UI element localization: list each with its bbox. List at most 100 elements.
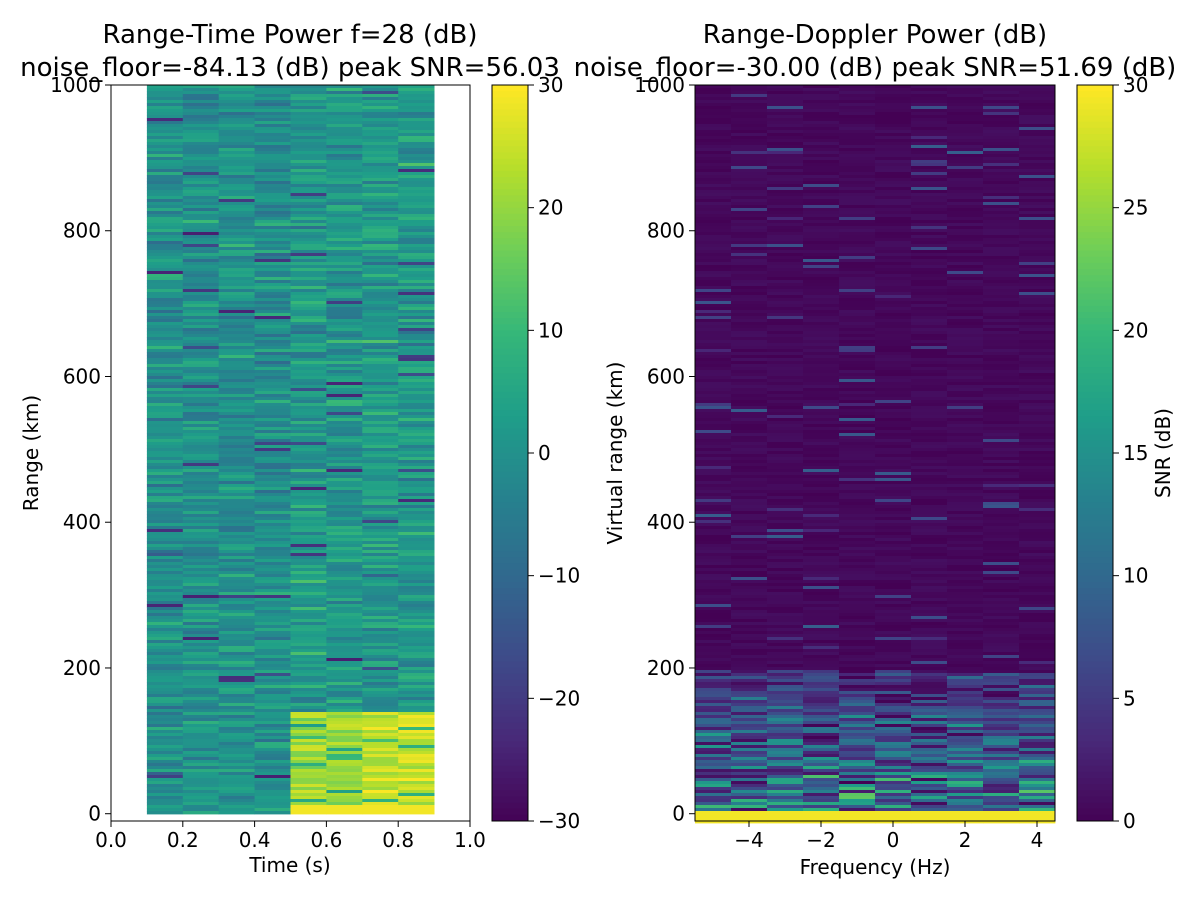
range-doppler-cell [695,199,732,203]
range-time-cell [254,142,291,146]
range-time-cell [362,730,399,734]
range-doppler-cell [875,424,912,428]
range-doppler-cell [911,391,948,395]
range-doppler-cell [911,607,948,611]
range-time-cell [362,130,399,134]
range-time-cell [398,340,435,344]
range-doppler-cell [875,223,912,227]
range-time-cell [326,124,363,128]
range-time-cell [362,469,399,473]
range-time-cell [290,661,327,665]
range-doppler-cell [767,172,804,176]
range-doppler-cell [839,367,876,371]
range-doppler-cell [983,97,1020,101]
range-doppler-cell [767,193,804,197]
range-doppler-cell [911,157,948,161]
range-time-cell [398,421,435,425]
range-time-cell [182,154,220,158]
range-doppler-cell [911,616,948,620]
range-doppler-cell [983,88,1020,92]
range-time-cell [254,595,291,599]
range-time-cell [218,220,255,224]
range-time-cell [146,754,184,758]
range-time-colorbar-segment [492,201,528,209]
range-doppler-cell [947,355,984,359]
range-doppler-cell [767,403,804,407]
range-time-cell [290,772,327,776]
range-doppler-cell [983,91,1020,95]
range-doppler-cell [983,337,1020,341]
range-doppler-cell [731,814,768,818]
range-doppler-cell [875,373,912,377]
range-doppler-cell [1019,379,1056,383]
range-time-cell [182,325,220,329]
range-time-cell [290,520,327,524]
range-doppler-cell [803,433,840,437]
range-time-cell [254,208,291,212]
range-doppler-cell [803,499,840,503]
range-time-cell [290,571,327,575]
range-time-cell [254,691,291,695]
range-time-cell [362,394,399,398]
range-time-colorbar-tick-label: 20 [538,196,563,220]
range-time-cell [290,463,327,467]
range-time-cell [146,787,184,791]
range-doppler-cell [695,637,732,641]
range-doppler-cell [911,247,948,251]
range-time-cell [290,301,327,305]
range-time-cell [398,706,435,710]
range-time-cell [362,742,399,746]
range-doppler-cell [731,175,768,179]
range-doppler-cell [767,682,804,686]
range-doppler-cell [875,787,912,791]
range-doppler-cell [803,379,840,383]
range-time-cell [326,310,363,314]
range-doppler-cell [803,175,840,179]
range-time-cell [218,352,255,356]
range-doppler-cell [1019,784,1056,788]
range-doppler-cell [983,427,1020,431]
range-doppler-cell [695,415,732,419]
range-doppler-cell [767,655,804,659]
range-doppler-cell [1019,169,1056,173]
range-doppler-cell [983,484,1020,488]
range-time-cell [146,136,184,140]
range-doppler-cell [695,613,732,617]
range-time-cell [254,682,291,686]
range-time-cell [146,112,184,116]
range-doppler-cell [695,535,732,539]
range-doppler-cell [947,352,984,356]
range-doppler-cell [947,250,984,254]
range-doppler-cell [875,256,912,260]
range-time-cell [218,742,255,746]
range-time-cell [362,799,399,803]
range-time-cell [146,250,184,254]
range-doppler-cell [911,670,948,674]
range-time-cell [290,586,327,590]
range-time-cell [362,226,399,230]
range-doppler-cell [839,628,876,632]
range-doppler-cell [983,280,1020,284]
range-time-cell [326,169,363,173]
range-time-cell [254,364,291,368]
range-doppler-cell [1019,610,1056,614]
range-time-cell [362,235,399,239]
range-time-cell [146,301,184,305]
range-time-cell [146,649,184,653]
range-time-cell [218,781,255,785]
range-doppler-cell [947,781,984,785]
range-doppler-colorbar-segment [1077,170,1113,178]
range-time-cell [146,424,184,428]
range-time-cell [218,253,255,257]
range-doppler-cell [875,796,912,800]
range-doppler-cell [695,202,732,206]
range-time-cell [218,454,255,458]
range-doppler-cell [911,664,948,668]
range-doppler-cell [731,784,768,788]
range-doppler-cell [803,814,840,818]
range-time-cell [182,103,220,107]
range-time-cell [218,667,255,671]
range-doppler-cell [947,346,984,350]
range-doppler-cell [947,427,984,431]
range-time-cell [290,802,327,806]
